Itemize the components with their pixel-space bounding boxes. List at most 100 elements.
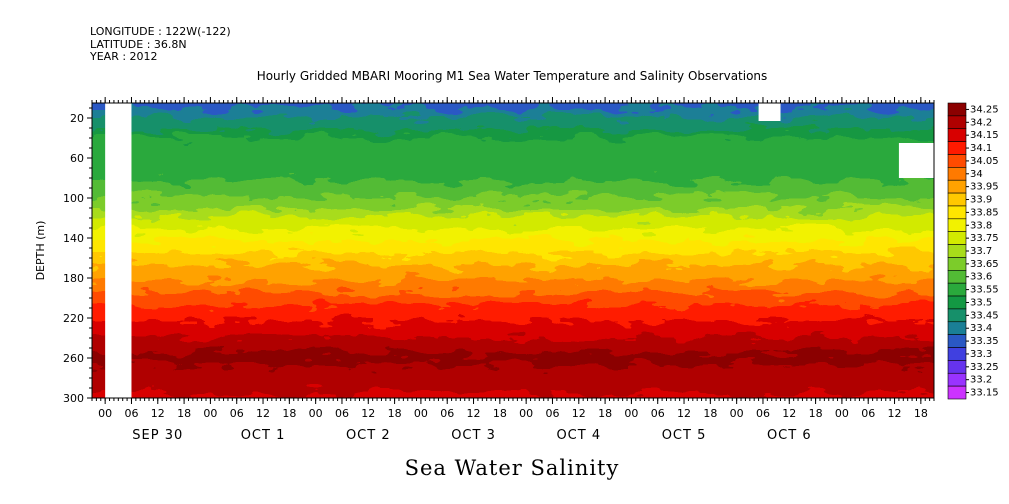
- x-tick-label: 12: [467, 407, 481, 420]
- salinity-band: [92, 113, 934, 118]
- salinity-band: [62, 93, 964, 98]
- colorbar-swatch: [947, 244, 967, 258]
- salinity-band: [92, 197, 934, 202]
- colorbar-label: 33.55: [970, 285, 999, 296]
- missing-data-area: [758, 103, 781, 121]
- longitude-label: LONGITUDE : 122W(-122): [90, 25, 231, 38]
- x-tick-label: 18: [282, 407, 296, 420]
- colorbar-swatch: [947, 218, 967, 232]
- x-day-label: OCT 1: [241, 428, 286, 443]
- x-tick-label: 00: [98, 407, 112, 420]
- colorbar-label: 34: [970, 169, 983, 180]
- salinity-band: [62, 401, 964, 406]
- colorbar-swatch: [947, 257, 967, 271]
- y-tick-label: 180: [63, 272, 84, 285]
- x-tick-label: 18: [703, 407, 717, 420]
- colorbar-label: 33.4: [970, 323, 992, 334]
- salinity-band: [92, 165, 934, 170]
- x-day-label: OCT 5: [662, 428, 707, 443]
- salinity-band: [92, 313, 934, 318]
- colorbar-swatch: [947, 347, 967, 361]
- salinity-band: [92, 301, 934, 306]
- salinity-band: [92, 221, 934, 226]
- x-tick-label: 06: [230, 407, 244, 420]
- salinity-band: [92, 177, 934, 182]
- salinity-band: [92, 109, 934, 114]
- y-tick-label: 260: [63, 352, 84, 365]
- x-tick-label: 00: [519, 407, 533, 420]
- x-tick-label: 06: [124, 407, 138, 420]
- year-label: YEAR : 2012: [89, 50, 158, 63]
- x-tick-label: 06: [440, 407, 454, 420]
- salinity-band: [92, 185, 934, 190]
- latitude-label: LATITUDE : 36.8N: [90, 38, 187, 51]
- salinity-band: [92, 325, 934, 330]
- x-tick-label: 00: [624, 407, 638, 420]
- x-day-labels: SEP 30 OCT 1 OCT 2 OCT 3 OCT 4 OCT 5 OCT 6: [132, 428, 810, 443]
- missing-data-area: [105, 103, 132, 398]
- salinity-band: [92, 353, 934, 358]
- colorbar-swatch: [947, 270, 967, 284]
- salinity-band: [92, 377, 934, 382]
- x-tick-label: 06: [861, 407, 875, 420]
- salinity-band: [92, 153, 934, 158]
- colorbar-label: 33.95: [970, 182, 999, 193]
- x-tick-label: 00: [835, 407, 849, 420]
- colorbar-label: 34.1: [970, 143, 992, 154]
- salinity-band: [92, 369, 934, 374]
- salinity-band: [92, 233, 934, 238]
- y-tick-label: 20: [70, 112, 84, 125]
- colorbar-swatch: [947, 141, 967, 155]
- colorbar-swatch: [947, 192, 967, 207]
- x-tick-label: 00: [203, 407, 217, 420]
- colorbar-label: 34.05: [970, 156, 999, 167]
- y-tick-label: 140: [63, 232, 84, 245]
- salinity-band: [92, 201, 934, 206]
- salinity-band: [92, 297, 934, 302]
- x-day-label: OCT 3: [451, 428, 496, 443]
- salinity-band: [92, 241, 934, 246]
- x-tick-label: 06: [651, 407, 665, 420]
- salinity-band: [92, 181, 934, 186]
- x-tick-label: 12: [677, 407, 691, 420]
- salinity-band: [92, 381, 934, 386]
- x-tick-label: 12: [572, 407, 586, 420]
- bottom-title: Sea Water Salinity: [405, 456, 620, 480]
- colorbar-swatch: [947, 282, 967, 297]
- x-tick-label: 18: [493, 407, 507, 420]
- salinity-band: [92, 357, 934, 362]
- plot-area: [62, 93, 964, 410]
- colorbar-swatch: [947, 115, 967, 130]
- colorbar-swatch: [947, 128, 967, 142]
- salinity-band: [62, 405, 964, 410]
- salinity-band: [92, 393, 934, 398]
- x-tick-label: 06: [335, 407, 349, 420]
- salinity-band: [92, 317, 934, 322]
- salinity-band: [92, 157, 934, 162]
- salinity-band: [92, 329, 934, 334]
- salinity-band: [92, 253, 934, 258]
- x-tick-label: 18: [388, 407, 402, 420]
- salinity-band: [92, 141, 934, 146]
- colorbar-label: 34.2: [970, 117, 992, 128]
- salinity-band: [92, 237, 934, 242]
- salinity-band: [92, 213, 934, 218]
- x-day-label: OCT 2: [346, 428, 391, 443]
- colorbar-label: 33.65: [970, 259, 999, 270]
- salinity-band: [92, 349, 934, 354]
- salinity-band: [92, 149, 934, 154]
- colorbar-swatch: [947, 167, 967, 181]
- x-tick-label: 12: [888, 407, 902, 420]
- salinity-band: [92, 345, 934, 350]
- x-tick-label: 12: [151, 407, 165, 420]
- colorbar-swatch: [947, 372, 967, 387]
- y-axis: 20 60 100 140 180 220 260 300: [63, 107, 92, 405]
- y-tick-label: 300: [63, 392, 84, 405]
- salinity-band: [92, 341, 934, 346]
- colorbar: 34.25 34.2 34.15 34.1 34.05 34 33.95 33.933.85 3…: [947, 102, 999, 400]
- x-tick-label: 18: [809, 407, 823, 420]
- x-tick-label: 18: [598, 407, 612, 420]
- x-tick-label: 00: [730, 407, 744, 420]
- colorbar-label: 33.8: [970, 220, 992, 231]
- salinity-band: [92, 305, 934, 310]
